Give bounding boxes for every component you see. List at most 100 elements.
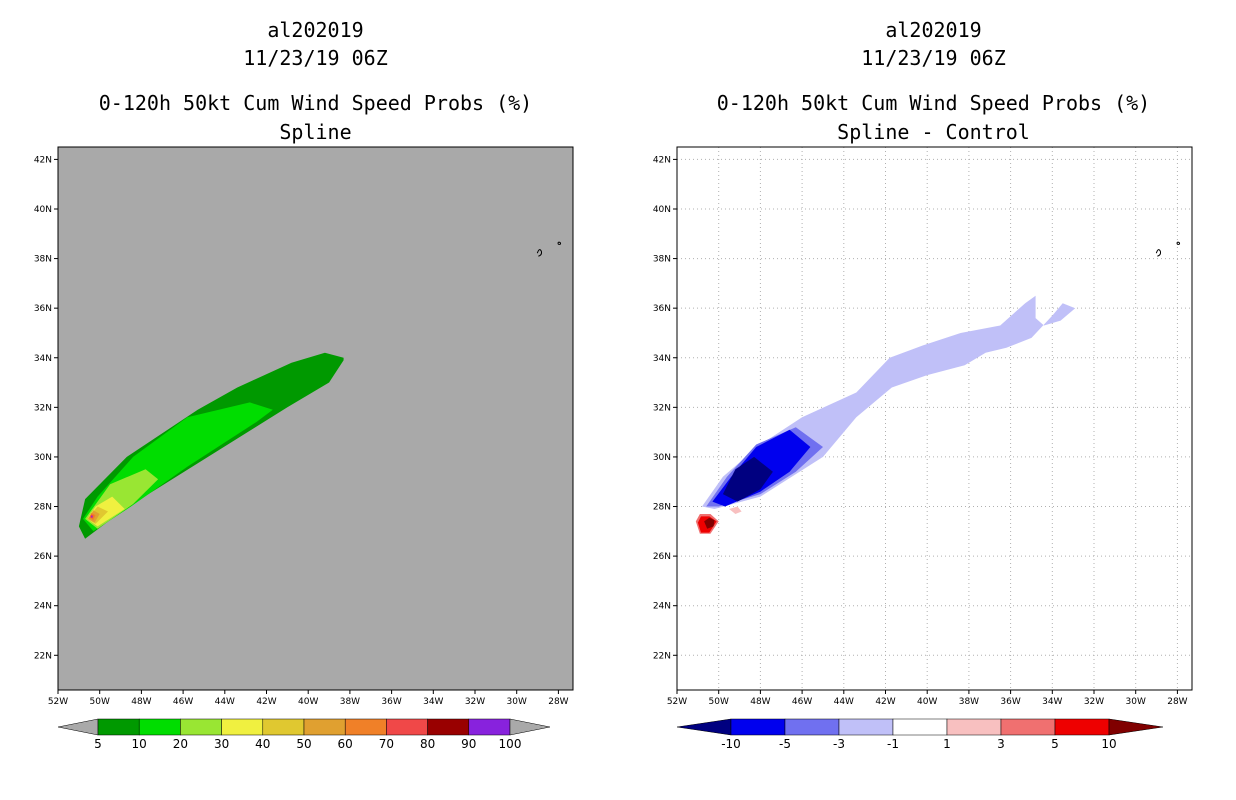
right-y-tick-label: 36N	[653, 304, 671, 314]
right-colorbar-label: -3	[833, 737, 845, 751]
left-y-tick-label: 34N	[34, 354, 52, 364]
left-y-tick-label: 28N	[34, 503, 52, 513]
left-colorbar-label: 10	[132, 737, 147, 751]
left-colorbar-label: 80	[420, 737, 435, 751]
left-chart-title: 0-120h 50kt Cum Wind Speed Probs (%)	[98, 91, 533, 115]
left-y-tick-label: 32N	[34, 403, 52, 413]
right-colorbar-label: -10	[721, 737, 741, 751]
right-colorbar-label: 3	[997, 737, 1005, 751]
right-x-tick-label: 50W	[709, 697, 729, 707]
right-colorbar-label: -1	[887, 737, 899, 751]
right-x-tick-label: 38W	[959, 697, 979, 707]
right-contour-region-3	[722, 456, 773, 502]
left-x-tick-label: 30W	[507, 697, 527, 707]
left-y-tick-label: 40N	[34, 205, 52, 215]
right-colorbar-swatch	[1054, 718, 1110, 736]
right-map-background	[677, 147, 1192, 690]
right-colorbar-swatch	[946, 718, 1002, 736]
left-colorbar-label: 70	[379, 737, 394, 751]
right-x-tick-label: 30W	[1126, 697, 1146, 707]
right-y-tick-label: 42N	[653, 155, 671, 165]
right-datetime: 11/23/19 06Z	[861, 46, 1006, 70]
left-colorbar-swatch	[262, 718, 305, 736]
left-colorbar-label: 20	[173, 737, 188, 751]
right-colorbar-high-arrow	[1108, 718, 1164, 736]
right-x-tick-label: 36W	[1000, 697, 1020, 707]
left-colorbar-label: 60	[338, 737, 353, 751]
right-colorbar-label: 5	[1051, 737, 1059, 751]
left-colorbar-low-arrow	[57, 718, 99, 736]
left-y-tick-label: 22N	[34, 651, 52, 661]
left-y-tick-label: 30N	[34, 453, 52, 463]
left-y-tick-label: 42N	[34, 155, 52, 165]
left-x-tick-label: 44W	[215, 697, 235, 707]
left-map-background	[58, 147, 573, 690]
left-x-tick-label: 38W	[340, 697, 360, 707]
left-datetime: 11/23/19 06Z	[243, 46, 388, 70]
left-x-tick-label: 34W	[423, 697, 443, 707]
left-y-tick-label: 24N	[34, 602, 52, 612]
right-colorbar-label: 1	[943, 737, 951, 751]
left-x-tick-label: 28W	[548, 697, 568, 707]
right-coastline-mark	[1155, 241, 1181, 257]
right-y-tick-label: 26N	[653, 552, 671, 562]
right-colorbar-swatch	[784, 718, 840, 736]
left-colorbar-swatch	[180, 718, 222, 736]
left-y-tick-label: 38N	[34, 255, 52, 265]
left-colorbar-label: 40	[255, 737, 270, 751]
right-colorbar-swatch	[1000, 718, 1056, 736]
right-colorbar-swatch	[730, 718, 786, 736]
right-contour-region-7	[704, 517, 715, 529]
right-y-tick-label: 30N	[653, 453, 671, 463]
left-x-tick-label: 46W	[173, 697, 193, 707]
left-colorbar-swatch	[386, 718, 428, 736]
right-colorbar-swatch	[892, 718, 948, 736]
left-x-tick-label: 50W	[90, 697, 110, 707]
left-colorbar-label: 50	[296, 737, 311, 751]
right-colorbar-label: 10	[1101, 737, 1116, 751]
right-x-tick-label: 34W	[1042, 697, 1062, 707]
right-x-tick-label: 40W	[917, 697, 937, 707]
right-contour-region-4	[729, 506, 742, 514]
left-x-tick-label: 36W	[381, 697, 401, 707]
right-y-tick-label: 28N	[653, 503, 671, 513]
right-map-frame	[676, 146, 1193, 691]
right-chart-subtitle: Spline - Control	[837, 120, 1030, 144]
left-colorbar-label: 5	[94, 737, 102, 751]
right-y-tick-label: 32N	[653, 403, 671, 413]
left-y-tick-label: 36N	[34, 304, 52, 314]
right-colorbar-label: -5	[779, 737, 791, 751]
left-x-tick-label: 52W	[48, 697, 68, 707]
right-y-tick-label: 24N	[653, 602, 671, 612]
left-colorbar-label: 30	[214, 737, 229, 751]
right-y-tick-label: 22N	[653, 651, 671, 661]
left-colorbar-label: 100	[499, 737, 522, 751]
right-chart-title: 0-120h 50kt Cum Wind Speed Probs (%)	[716, 91, 1151, 115]
left-colorbar-swatch	[97, 718, 140, 736]
left-colorbar-swatch	[344, 718, 387, 736]
left-colorbar-swatch	[427, 718, 470, 736]
right-x-tick-label: 32W	[1084, 697, 1104, 707]
right-x-tick-label: 52W	[667, 697, 687, 707]
right-x-tick-label: 42W	[875, 697, 895, 707]
right-storm-id: al202019	[885, 18, 982, 42]
left-colorbar-swatch	[221, 718, 264, 736]
right-y-tick-label: 38N	[653, 255, 671, 265]
right-x-tick-label: 44W	[834, 697, 854, 707]
left-y-tick-label: 26N	[34, 552, 52, 562]
left-x-tick-label: 32W	[465, 697, 485, 707]
left-colorbar-high-arrow	[509, 718, 551, 736]
left-colorbar-swatch	[303, 718, 346, 736]
left-colorbar-swatch	[468, 718, 511, 736]
left-contour-region-8	[90, 515, 93, 518]
right-y-tick-label: 34N	[653, 354, 671, 364]
right-x-tick-label: 48W	[750, 697, 770, 707]
left-map-frame	[57, 146, 574, 691]
right-colorbar-swatch	[838, 718, 894, 736]
left-coastline-mark	[536, 241, 562, 257]
left-x-tick-label: 42W	[256, 697, 276, 707]
right-y-tick-label: 40N	[653, 205, 671, 215]
left-colorbar-label: 90	[461, 737, 476, 751]
right-colorbar-low-arrow	[676, 718, 732, 736]
